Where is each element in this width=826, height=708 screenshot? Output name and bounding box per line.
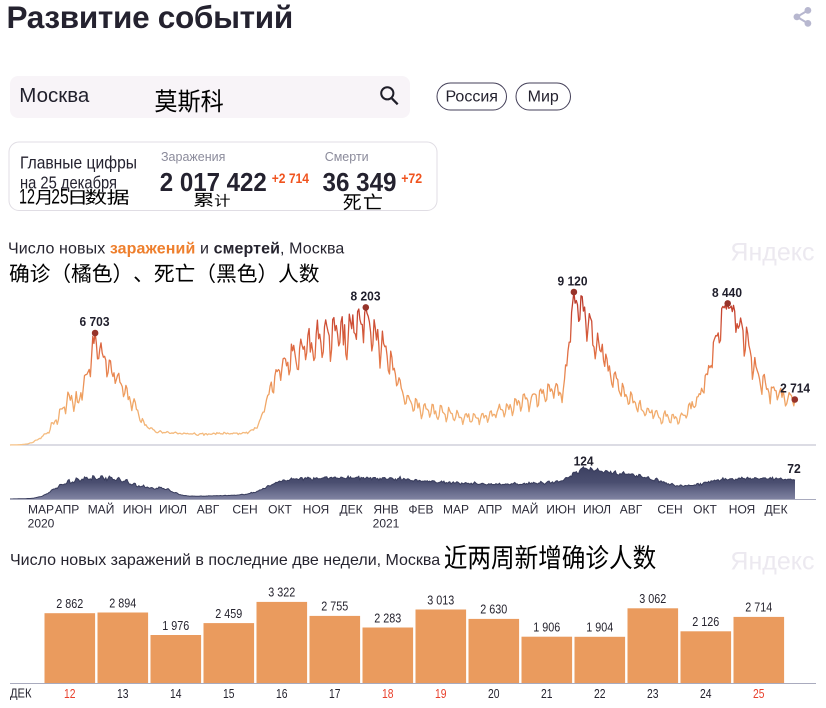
svg-text:+2 714: +2 714 (272, 171, 310, 186)
svg-text:1 976: 1 976 (162, 618, 189, 633)
svg-text:Число новых заражений и смерте: Число новых заражений и смертей, Москва (8, 241, 344, 258)
svg-text:ИЮН: ИЮН (546, 503, 575, 517)
svg-text:ИЮЛ: ИЮЛ (159, 503, 187, 517)
svg-text:1 906: 1 906 (533, 620, 560, 635)
svg-text:20: 20 (488, 687, 500, 701)
svg-text:ИЮЛ: ИЮЛ (583, 503, 611, 517)
svg-text:2 126: 2 126 (692, 614, 719, 629)
svg-text:НОЯ: НОЯ (729, 503, 755, 517)
svg-text:ОКТ: ОКТ (693, 503, 717, 517)
svg-text:на 25 декабря: на 25 декабря (20, 173, 117, 193)
svg-text:25: 25 (753, 687, 765, 701)
svg-text:3 062: 3 062 (639, 591, 666, 606)
svg-text:23: 23 (647, 687, 659, 701)
svg-text:Москва: Москва (19, 84, 90, 107)
svg-text:Яндекс: Яндекс (730, 239, 814, 267)
svg-text:Число новых заражений в послед: Число новых заражений в последние две не… (10, 552, 440, 569)
svg-text:9 120: 9 120 (558, 274, 588, 289)
svg-text:+72: +72 (401, 171, 422, 186)
svg-text:МАР: МАР (443, 503, 469, 517)
svg-text:21: 21 (541, 687, 553, 701)
svg-text:1 904: 1 904 (586, 620, 613, 635)
svg-text:МАР: МАР (28, 503, 54, 517)
svg-text:8 440: 8 440 (712, 285, 742, 300)
svg-text:2 459: 2 459 (215, 606, 242, 621)
svg-text:72: 72 (787, 461, 801, 476)
svg-text:ДЕК: ДЕК (10, 687, 32, 701)
svg-text:АПР: АПР (478, 503, 503, 517)
svg-text:18: 18 (382, 687, 394, 701)
svg-text:Россия: Россия (445, 88, 497, 105)
svg-text:АВГ: АВГ (620, 503, 643, 517)
svg-text:2 017 422: 2 017 422 (160, 169, 267, 197)
svg-text:17: 17 (329, 687, 341, 701)
svg-text:2 862: 2 862 (56, 596, 83, 611)
svg-text:22: 22 (594, 687, 606, 701)
svg-text:Главные цифры: Главные цифры (20, 153, 137, 173)
svg-text:Яндекс: Яндекс (730, 547, 814, 575)
svg-text:СЕН: СЕН (232, 503, 257, 517)
svg-text:ФЕВ: ФЕВ (408, 503, 433, 517)
svg-text:2 714: 2 714 (780, 381, 811, 396)
svg-text:2 714: 2 714 (745, 600, 772, 615)
svg-text:19: 19 (435, 687, 447, 701)
svg-text:25: 25 (51, 185, 69, 208)
svg-text:13: 13 (117, 687, 129, 701)
svg-text:Заражения: Заражения (161, 150, 225, 164)
svg-text:2021: 2021 (373, 517, 400, 531)
svg-text:2020: 2020 (28, 517, 55, 531)
svg-text:МАЙ: МАЙ (512, 502, 539, 517)
svg-text:2 283: 2 283 (374, 610, 401, 625)
svg-text:Развитие событий: Развитие событий (7, 0, 293, 35)
svg-text:3 013: 3 013 (427, 592, 454, 607)
svg-text:Смерти: Смерти (325, 150, 369, 164)
svg-text:24: 24 (700, 687, 712, 701)
svg-text:ЯНВ: ЯНВ (373, 503, 398, 517)
svg-text:14: 14 (170, 687, 182, 701)
svg-text:Мир: Мир (528, 88, 559, 105)
svg-text:ОКТ: ОКТ (268, 503, 292, 517)
svg-text:ИЮН: ИЮН (123, 503, 152, 517)
svg-text:12: 12 (19, 185, 35, 208)
svg-text:ДЕК: ДЕК (339, 503, 362, 517)
svg-text:8 203: 8 203 (351, 289, 381, 304)
svg-text:15: 15 (223, 687, 235, 701)
svg-text:НОЯ: НОЯ (303, 503, 329, 517)
svg-text:6 703: 6 703 (80, 314, 110, 329)
svg-text:12: 12 (64, 687, 76, 701)
svg-text:2 755: 2 755 (321, 599, 348, 614)
svg-text:16: 16 (276, 687, 288, 701)
svg-text:2 894: 2 894 (109, 595, 136, 610)
svg-text:36 349: 36 349 (323, 169, 397, 197)
svg-text:3 322: 3 322 (268, 585, 295, 600)
svg-text:АПР: АПР (55, 503, 80, 517)
svg-text:СЕН: СЕН (657, 503, 682, 517)
svg-text:АВГ: АВГ (197, 503, 220, 517)
svg-text:ДЕК: ДЕК (764, 503, 787, 517)
svg-text:МАЙ: МАЙ (88, 502, 115, 517)
svg-text:2 630: 2 630 (480, 602, 507, 617)
svg-text:124: 124 (574, 453, 595, 468)
